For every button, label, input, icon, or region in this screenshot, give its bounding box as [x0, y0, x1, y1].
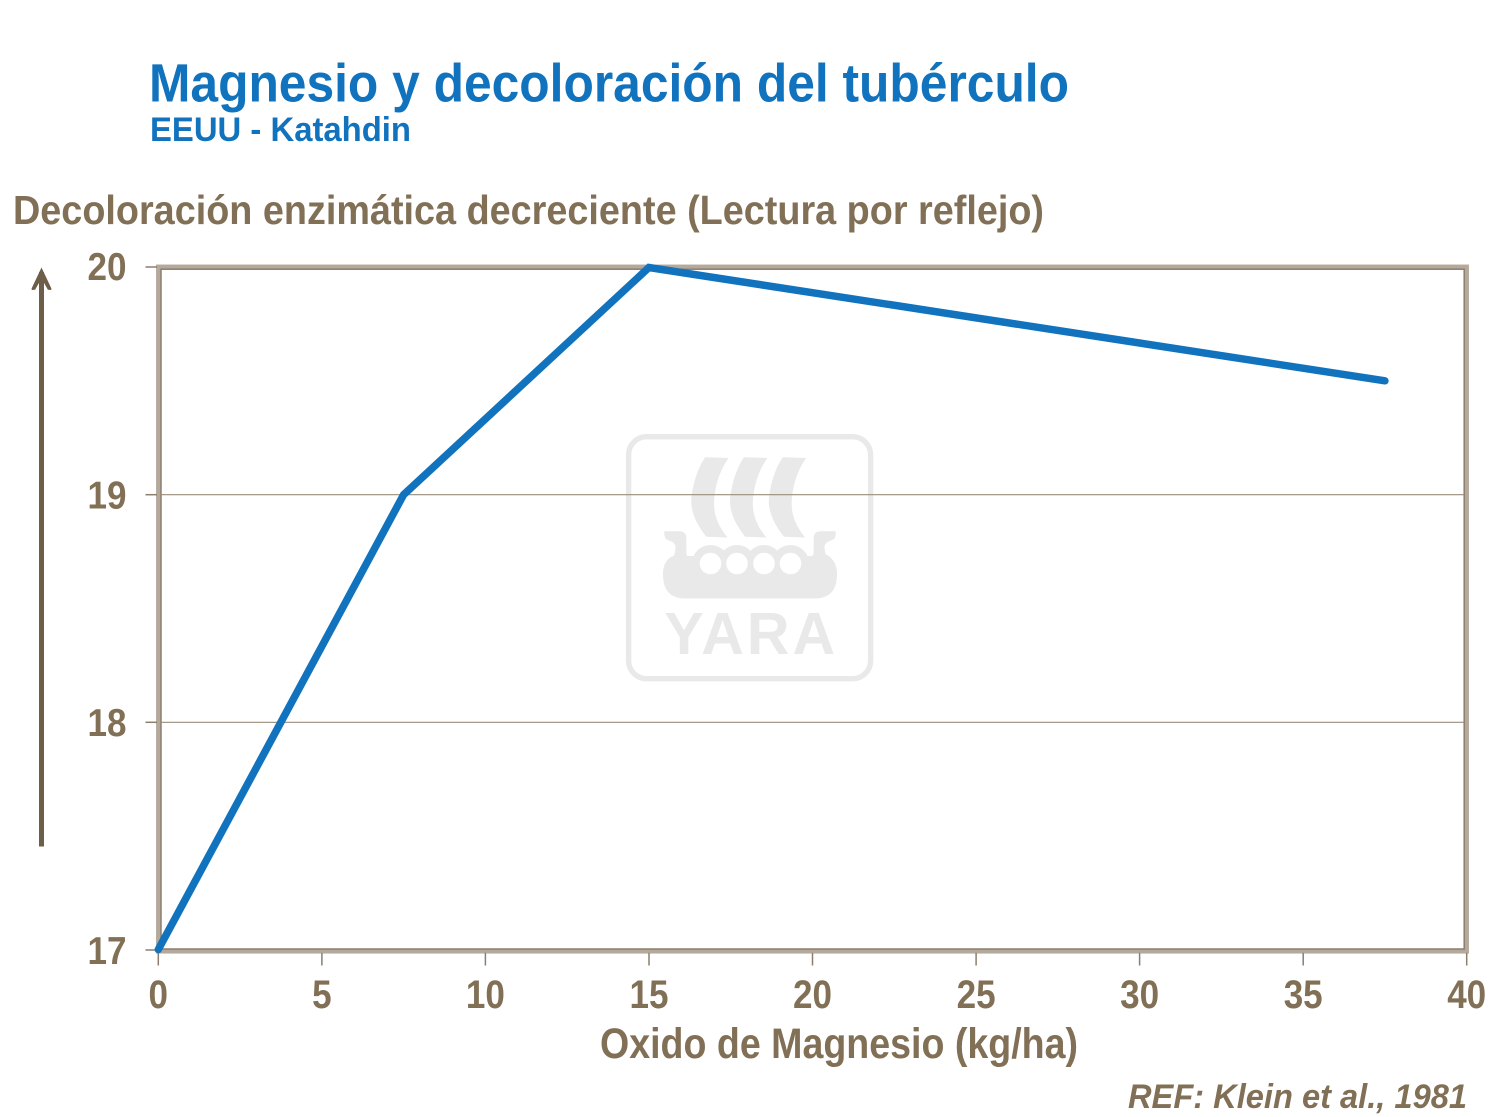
svg-text:15: 15	[630, 973, 669, 1017]
svg-text:17: 17	[88, 930, 127, 973]
svg-text:10: 10	[466, 973, 505, 1017]
svg-text:Magnesio y decoloración del tu: Magnesio y decoloración del tubérculo	[149, 54, 1069, 114]
svg-text:Decoloración enzimática decrec: Decoloración enzimática decreciente (Lec…	[13, 187, 1044, 233]
svg-text:30: 30	[1120, 973, 1159, 1017]
svg-text:40: 40	[1447, 973, 1486, 1017]
svg-text:25: 25	[957, 973, 996, 1017]
svg-text:5: 5	[312, 973, 332, 1017]
svg-text:20: 20	[88, 246, 127, 289]
svg-text:0: 0	[149, 973, 169, 1017]
svg-text:YARA: YARA	[664, 601, 838, 667]
svg-text:Oxido de Magnesio (kg/ha): Oxido de Magnesio (kg/ha)	[600, 1020, 1078, 1068]
svg-text:18: 18	[88, 702, 127, 745]
svg-text:REF: Klein et al., 1981: REF: Klein et al., 1981	[1128, 1078, 1467, 1116]
svg-text:20: 20	[793, 973, 832, 1017]
svg-text:EEUU - Katahdin: EEUU - Katahdin	[150, 111, 411, 149]
svg-text:35: 35	[1284, 973, 1323, 1017]
svg-text:19: 19	[88, 475, 127, 518]
